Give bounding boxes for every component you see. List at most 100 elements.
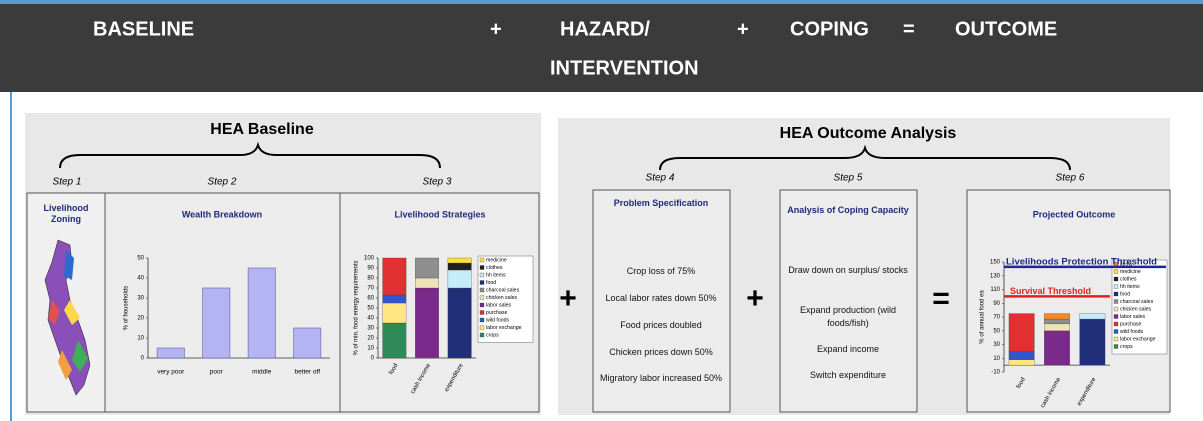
- legend-label: charcoal sales: [486, 287, 520, 293]
- y-tick-label: 50: [137, 256, 144, 262]
- legend-swatch: [1113, 336, 1119, 342]
- y-tick-label: 40: [367, 316, 374, 322]
- y-tick-label: 80: [367, 276, 374, 282]
- y-tick-label: 70: [367, 286, 374, 292]
- bar-segment: [382, 322, 407, 359]
- legend-label: hh items: [1120, 284, 1140, 290]
- legend-swatch: [479, 295, 485, 300]
- legend-label: wild foods: [486, 317, 509, 323]
- legend-label: labor exchange: [486, 325, 522, 331]
- term: BASELINE: [93, 18, 194, 40]
- y-tick-label: 110: [990, 287, 1000, 293]
- map-zone: [64, 250, 74, 280]
- legend-swatch: [1113, 321, 1119, 327]
- legend-swatch: [1113, 284, 1119, 289]
- legend-label: food: [486, 280, 496, 286]
- y-tick-label: 10: [993, 356, 1000, 362]
- box: [592, 189, 731, 413]
- y-tick-label: 30: [367, 326, 374, 332]
- y-axis-label: % of households: [124, 286, 130, 330]
- y-tick-label: 0: [141, 356, 145, 362]
- y-tick-label: 30: [137, 296, 144, 302]
- bar-segment: [447, 287, 472, 359]
- term: HAZARD/: [560, 18, 650, 40]
- bar-segment: [415, 287, 439, 359]
- map-zone: [64, 300, 80, 325]
- term: OUTCOME: [955, 18, 1057, 40]
- y-axis-label: % of min. food energy requirements: [354, 260, 360, 355]
- y-axis-label: % of annual food ea: [980, 290, 986, 344]
- legend-box: [1111, 259, 1168, 355]
- chart-title: Projected Outcome: [1033, 209, 1116, 219]
- legend-swatch: [1113, 299, 1119, 304]
- legend-swatch: [1113, 306, 1119, 312]
- legend-label: crops: [486, 332, 499, 338]
- chart-title: Wealth Breakdown: [182, 209, 262, 219]
- operator: +: [559, 282, 577, 315]
- y-tick-label: 40: [137, 276, 144, 282]
- legend-label: labor sales: [486, 302, 511, 308]
- legend-swatch: [479, 257, 485, 263]
- brace: [59, 141, 441, 169]
- box: [779, 189, 918, 413]
- bar-segment: [447, 257, 472, 264]
- x-tick-label: better off: [294, 369, 320, 376]
- problem-item: Chicken prices down 50%: [609, 347, 713, 357]
- legend-swatch: [1113, 276, 1119, 282]
- y-tick-label: 70: [993, 315, 1000, 321]
- bar: [247, 267, 276, 359]
- legend-label: wild foods: [1120, 329, 1143, 335]
- x-tick-label: very poor: [157, 369, 185, 376]
- legend-label: medicine: [1120, 269, 1141, 275]
- legend-box: [477, 255, 534, 343]
- bar-segment: [1044, 318, 1070, 325]
- legend-label: labor exchange: [1120, 336, 1156, 342]
- bar-segment: [447, 262, 472, 271]
- operator: =: [903, 18, 915, 40]
- legend-label: chicken sales: [1120, 306, 1152, 312]
- y-tick-label: 60: [367, 296, 374, 302]
- x-tick-label: food: [1016, 377, 1027, 390]
- legend-swatch: [479, 310, 485, 315]
- legend-swatch: [479, 325, 485, 330]
- legend-swatch: [479, 287, 485, 293]
- panel-title: HEA Outcome Analysis: [780, 125, 957, 142]
- y-tick-label: 20: [367, 336, 374, 342]
- header-bar: [0, 0, 1203, 92]
- map-zone: [58, 350, 72, 380]
- coping-item: Expand production (wild foods/fish): [799, 305, 897, 328]
- panel-title: HEA Baseline: [210, 121, 314, 138]
- operator: +: [737, 18, 749, 40]
- y-tick-label: 130: [990, 273, 1001, 279]
- x-tick-label: food: [388, 363, 399, 376]
- bar-segment: [1008, 313, 1035, 352]
- legend-label: medicine: [486, 257, 507, 263]
- box-title: Livelihood Zoning: [43, 203, 89, 224]
- threshold-label: Survival Threshold: [1010, 286, 1091, 296]
- y-tick-label: 100: [364, 256, 375, 262]
- y-tick-label: 90: [367, 266, 374, 272]
- box-title: Problem Specification: [613, 198, 709, 208]
- bar-segment: [1044, 313, 1070, 320]
- operator: =: [932, 282, 950, 315]
- legend-swatch: [1113, 344, 1119, 349]
- problem-item: Local labor rates down 50%: [605, 293, 717, 303]
- bar-segment: [415, 277, 439, 289]
- threshold-label: Livelihoods Protection Threshold: [1006, 256, 1157, 267]
- problem-item: Crop loss of 75%: [626, 266, 696, 276]
- problem-item: Migratory labor increased 50%: [599, 373, 723, 383]
- y-tick-label: 20: [137, 316, 144, 322]
- box-title: Analysis of Coping Capacity: [787, 205, 909, 215]
- y-tick-label: 50: [993, 328, 1000, 334]
- bar-segment: [415, 257, 439, 279]
- term: COPING: [790, 18, 869, 40]
- legend-label: crops: [1120, 344, 1133, 350]
- brace: [659, 144, 1071, 171]
- bar-segment: [1079, 318, 1106, 366]
- box-title-wrap: Livelihood Zoning: [43, 203, 89, 224]
- legend-label: purchase: [1120, 321, 1141, 327]
- bar-segment: [1008, 359, 1035, 366]
- chart-title: Livelihood Strategies: [394, 209, 485, 219]
- y-tick-label: 10: [367, 346, 374, 352]
- step-label: Step 2: [208, 177, 237, 188]
